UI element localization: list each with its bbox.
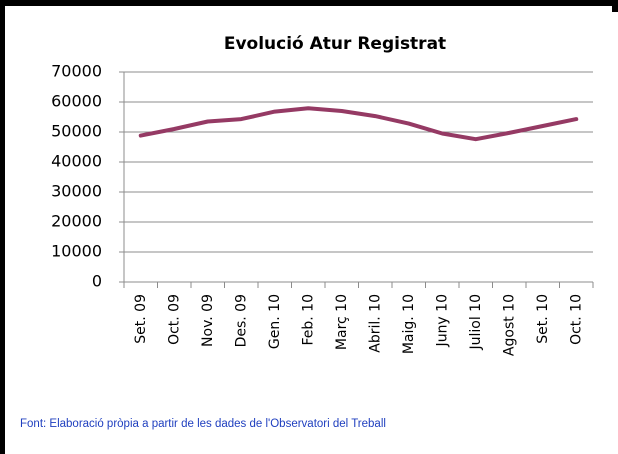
series-line xyxy=(138,106,579,142)
x-tick-label: Gen. 10 xyxy=(267,294,283,349)
y-tick-label: 50000 xyxy=(51,122,102,141)
source-note: Font: Elaboració pròpia a partir de les … xyxy=(20,418,386,430)
x-tick-label: Set. 09 xyxy=(133,294,149,344)
y-tick-label: 20000 xyxy=(51,212,102,231)
x-tick-label: Agost 10 xyxy=(501,294,517,356)
y-tick-label: 0 xyxy=(92,272,102,291)
y-tick-label: 10000 xyxy=(51,242,102,261)
x-tick-label: Juny 10 xyxy=(434,294,450,347)
x-tick-label: Maig. 10 xyxy=(401,294,417,354)
y-tick-label: 30000 xyxy=(51,182,102,201)
frame-top xyxy=(0,0,618,6)
chart-title: Evolució Atur Registrat xyxy=(224,34,446,54)
x-tick-label: Oct. 09 xyxy=(166,294,182,345)
x-tick-label: Set. 10 xyxy=(535,294,551,344)
x-tick-label: Març 10 xyxy=(334,294,350,350)
x-tick-label: Nov. 09 xyxy=(200,294,216,347)
x-tick-label: Des. 09 xyxy=(233,294,249,347)
x-tick-label: Abril. 10 xyxy=(367,294,383,353)
frame-right xyxy=(612,0,618,12)
y-tick-label: 70000 xyxy=(51,62,102,81)
y-tick-label: 60000 xyxy=(51,92,102,111)
x-tick-label: Feb. 10 xyxy=(300,294,316,346)
frame-left xyxy=(0,0,5,454)
x-tick-label: Juliol 10 xyxy=(468,294,484,351)
x-tick-label: Oct. 10 xyxy=(568,294,584,345)
y-tick-label: 40000 xyxy=(51,152,102,171)
